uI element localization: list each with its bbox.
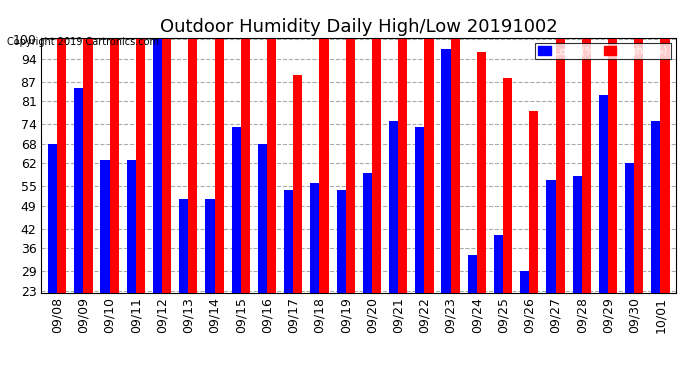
- Bar: [75, 88, 83, 366]
- Bar: [153, 39, 162, 366]
- Bar: [284, 189, 293, 366]
- Legend: Low  (%), High  (%): Low (%), High (%): [535, 43, 671, 59]
- Bar: [215, 39, 224, 366]
- Bar: [520, 271, 529, 366]
- Bar: [372, 39, 381, 366]
- Bar: [651, 121, 660, 366]
- Bar: [83, 39, 92, 366]
- Bar: [267, 39, 276, 366]
- Bar: [346, 39, 355, 366]
- Bar: [101, 160, 110, 366]
- Bar: [232, 128, 241, 366]
- Bar: [468, 255, 477, 366]
- Text: Copyright 2019 Cartronics.com: Copyright 2019 Cartronics.com: [7, 37, 159, 47]
- Bar: [398, 39, 407, 366]
- Bar: [599, 95, 608, 366]
- Bar: [179, 200, 188, 366]
- Bar: [442, 49, 451, 366]
- Bar: [660, 39, 669, 366]
- Bar: [625, 164, 634, 366]
- Bar: [529, 111, 538, 366]
- Bar: [477, 52, 486, 366]
- Bar: [127, 160, 136, 366]
- Bar: [546, 180, 555, 366]
- Bar: [136, 39, 145, 366]
- Bar: [451, 39, 460, 366]
- Bar: [424, 39, 433, 366]
- Bar: [555, 39, 564, 366]
- Bar: [57, 39, 66, 366]
- Title: Outdoor Humidity Daily High/Low 20191002: Outdoor Humidity Daily High/Low 20191002: [160, 18, 558, 36]
- Bar: [48, 144, 57, 366]
- Bar: [494, 235, 503, 366]
- Bar: [573, 177, 582, 366]
- Bar: [319, 39, 328, 366]
- Bar: [634, 39, 643, 366]
- Bar: [241, 39, 250, 366]
- Bar: [188, 39, 197, 366]
- Bar: [310, 183, 319, 366]
- Bar: [258, 144, 267, 366]
- Bar: [415, 128, 424, 366]
- Bar: [337, 189, 346, 366]
- Bar: [110, 39, 119, 366]
- Bar: [162, 39, 171, 366]
- Bar: [503, 78, 512, 366]
- Bar: [363, 173, 372, 366]
- Bar: [582, 39, 591, 366]
- Bar: [293, 75, 302, 366]
- Bar: [389, 121, 398, 366]
- Bar: [608, 39, 617, 366]
- Bar: [206, 200, 215, 366]
